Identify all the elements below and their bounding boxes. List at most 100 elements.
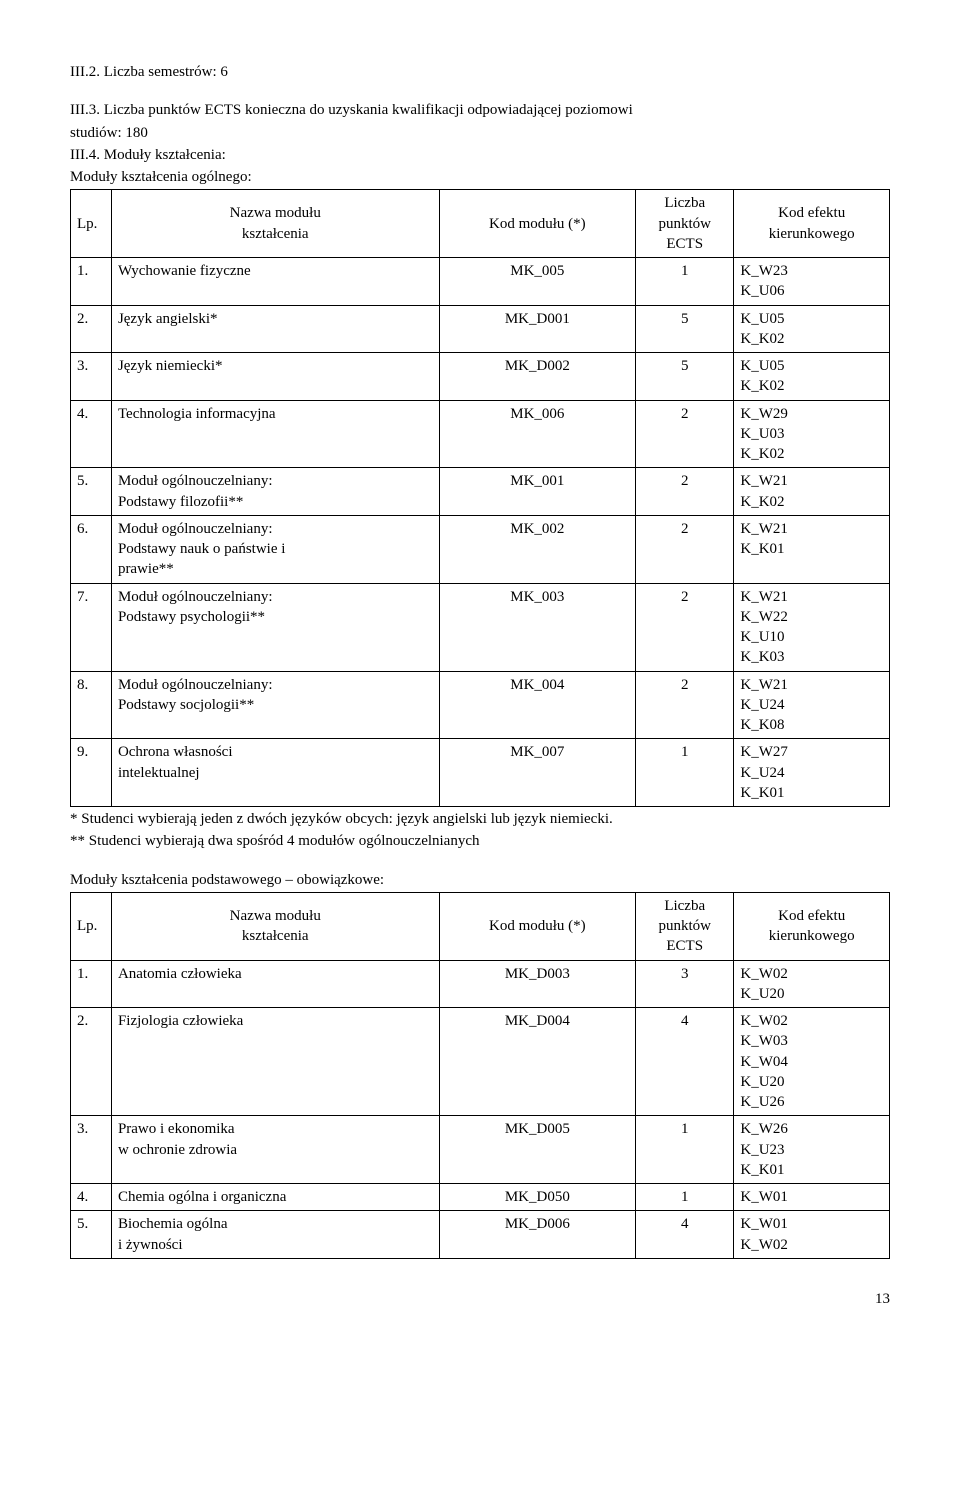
table-row: 8.Moduł ogólnouczelniany: Podstawy socjo…: [71, 671, 890, 739]
cell-ects: 2: [636, 583, 734, 671]
cell-lp: 5.: [71, 468, 112, 516]
cell-lp: 2.: [71, 305, 112, 353]
footnote-2: ** Studenci wybierają dwa spośród 4 modu…: [70, 831, 890, 851]
th-name-l1: Nazwa modułu: [230, 205, 321, 221]
cell-effect: K_W29 K_U03 K_K02: [734, 400, 890, 468]
th-code: Kod modułu (*): [439, 190, 636, 258]
cell-effect: K_W01: [734, 1184, 890, 1211]
cell-lp: 1.: [71, 258, 112, 306]
cell-ects: 3: [636, 960, 734, 1008]
cell-name: Anatomia człowieka: [111, 960, 439, 1008]
cell-effect: K_W27 K_U24 K_K01: [734, 739, 890, 807]
cell-effect: K_W01 K_W02: [734, 1211, 890, 1259]
table-row: 3.Prawo i ekonomika w ochronie zdrowiaMK…: [71, 1116, 890, 1184]
cell-effect: K_W26 K_U23 K_K01: [734, 1116, 890, 1184]
cell-code: MK_005: [439, 258, 636, 306]
th-name-l1: Nazwa modułu: [230, 908, 321, 924]
cell-ects: 1: [636, 739, 734, 807]
cell-ects: 2: [636, 468, 734, 516]
cell-lp: 3.: [71, 1116, 112, 1184]
table-row: 7.Moduł ogólnouczelniany: Podstawy psych…: [71, 583, 890, 671]
cell-lp: 1.: [71, 960, 112, 1008]
table-header-row: Lp. Nazwa modułu kształcenia Kod modułu …: [71, 892, 890, 960]
table-row: 9.Ochrona własności intelektualnejMK_007…: [71, 739, 890, 807]
th-ects: Liczba punktów ECTS: [636, 892, 734, 960]
heading-ects-line2: studiów: 180: [70, 123, 890, 143]
cell-ects: 1: [636, 1116, 734, 1184]
cell-code: MK_D003: [439, 960, 636, 1008]
cell-effect: K_W21 K_K02: [734, 468, 890, 516]
cell-code: MK_D005: [439, 1116, 636, 1184]
heading-basic-modules: Moduły kształcenia podstawowego – obowią…: [70, 870, 890, 890]
cell-code: MK_D050: [439, 1184, 636, 1211]
heading-semesters: III.2. Liczba semestrów: 6: [70, 62, 890, 82]
cell-code: MK_D001: [439, 305, 636, 353]
th-ects-l3: ECTS: [666, 236, 703, 252]
cell-lp: 7.: [71, 583, 112, 671]
th-code: Kod modułu (*): [439, 892, 636, 960]
th-ects-l3: ECTS: [666, 938, 703, 954]
table-row: 3.Język niemiecki*MK_D0025K_U05 K_K02: [71, 353, 890, 401]
cell-ects: 4: [636, 1211, 734, 1259]
cell-lp: 5.: [71, 1211, 112, 1259]
th-ects-l2: punktów: [658, 918, 711, 934]
th-effect: Kod efektu kierunkowego: [734, 190, 890, 258]
table-general-modules: Lp. Nazwa modułu kształcenia Kod modułu …: [70, 189, 890, 807]
table-row: 1.Wychowanie fizyczneMK_0051K_W23 K_U06: [71, 258, 890, 306]
cell-code: MK_D004: [439, 1008, 636, 1116]
cell-ects: 1: [636, 258, 734, 306]
th-ects-l2: punktów: [658, 216, 711, 232]
cell-name: Ochrona własności intelektualnej: [111, 739, 439, 807]
cell-name: Chemia ogólna i organiczna: [111, 1184, 439, 1211]
cell-name: Biochemia ogólna i żywności: [111, 1211, 439, 1259]
cell-effect: K_W23 K_U06: [734, 258, 890, 306]
table-row: 5.Moduł ogólnouczelniany: Podstawy filoz…: [71, 468, 890, 516]
footnote-1: * Studenci wybierają jeden z dwóch język…: [70, 809, 890, 829]
heading-ects-line1: III.3. Liczba punktów ECTS konieczna do …: [70, 100, 890, 120]
th-eff-l1: Kod efektu: [778, 205, 845, 221]
cell-ects: 2: [636, 671, 734, 739]
cell-effect: K_W21 K_W22 K_U10 K_K03: [734, 583, 890, 671]
cell-name: Fizjologia człowieka: [111, 1008, 439, 1116]
cell-ects: 1: [636, 1184, 734, 1211]
cell-effect: K_W21 K_U24 K_K08: [734, 671, 890, 739]
th-lp: Lp.: [71, 892, 112, 960]
th-ects-l1: Liczba: [664, 195, 705, 211]
cell-code: MK_D006: [439, 1211, 636, 1259]
table-row: 2.Fizjologia człowiekaMK_D0044K_W02 K_W0…: [71, 1008, 890, 1116]
cell-code: MK_001: [439, 468, 636, 516]
th-effect: Kod efektu kierunkowego: [734, 892, 890, 960]
cell-lp: 2.: [71, 1008, 112, 1116]
cell-lp: 6.: [71, 515, 112, 583]
cell-effect: K_W02 K_W03 K_W04 K_U20 K_U26: [734, 1008, 890, 1116]
cell-ects: 5: [636, 305, 734, 353]
cell-lp: 4.: [71, 400, 112, 468]
table-row: 4.Chemia ogólna i organicznaMK_D0501K_W0…: [71, 1184, 890, 1211]
table-basic-modules: Lp. Nazwa modułu kształcenia Kod modułu …: [70, 892, 890, 1259]
table-row: 5.Biochemia ogólna i żywnościMK_D0064K_W…: [71, 1211, 890, 1259]
cell-code: MK_002: [439, 515, 636, 583]
cell-lp: 3.: [71, 353, 112, 401]
cell-code: MK_007: [439, 739, 636, 807]
cell-name: Technologia informacyjna: [111, 400, 439, 468]
cell-ects: 4: [636, 1008, 734, 1116]
cell-name: Język angielski*: [111, 305, 439, 353]
cell-effect: K_W02 K_U20: [734, 960, 890, 1008]
cell-ects: 5: [636, 353, 734, 401]
th-name: Nazwa modułu kształcenia: [111, 892, 439, 960]
cell-name: Wychowanie fizyczne: [111, 258, 439, 306]
heading-modules: III.4. Moduły kształcenia:: [70, 145, 890, 165]
cell-code: MK_004: [439, 671, 636, 739]
th-eff-l1: Kod efektu: [778, 908, 845, 924]
heading-general-modules: Moduły kształcenia ogólnego:: [70, 167, 890, 187]
cell-lp: 9.: [71, 739, 112, 807]
th-lp: Lp.: [71, 190, 112, 258]
table-row: 4.Technologia informacyjnaMK_0062K_W29 K…: [71, 400, 890, 468]
cell-code: MK_D002: [439, 353, 636, 401]
cell-code: MK_003: [439, 583, 636, 671]
cell-name: Język niemiecki*: [111, 353, 439, 401]
cell-name: Moduł ogólnouczelniany: Podstawy socjolo…: [111, 671, 439, 739]
cell-effect: K_U05 K_K02: [734, 353, 890, 401]
table-header-row: Lp. Nazwa modułu kształcenia Kod modułu …: [71, 190, 890, 258]
cell-name: Prawo i ekonomika w ochronie zdrowia: [111, 1116, 439, 1184]
